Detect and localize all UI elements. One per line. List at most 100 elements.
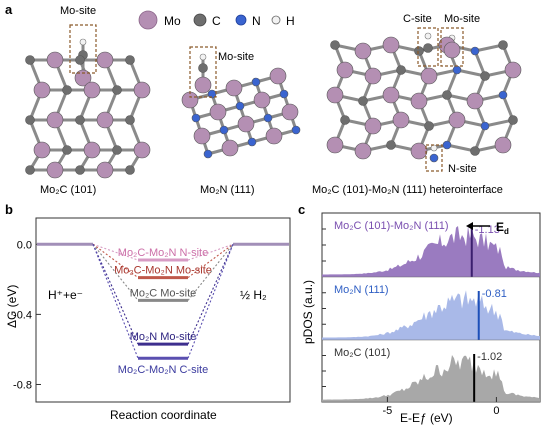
n-atom bbox=[452, 65, 462, 75]
c-atom bbox=[498, 40, 508, 50]
panel-c-plot: -1.13 Mo₂C (101)-Mo₂N (111) -0.81 Mo₂N (111… bbox=[322, 220, 540, 417]
mo2c-caption: Mo₂C (101) bbox=[40, 184, 96, 196]
ytick-label: 0.0 bbox=[17, 239, 32, 251]
panel-c-letter: c bbox=[298, 202, 305, 217]
c-atom bbox=[125, 115, 135, 125]
c-atom bbox=[112, 85, 122, 95]
mo2n-caption: Mo₂N (111) bbox=[200, 184, 255, 196]
mo-atom bbox=[354, 142, 372, 160]
mo-atom bbox=[269, 67, 287, 85]
mo-atom bbox=[443, 41, 461, 59]
hetero-mo-site-label: Mo-site bbox=[444, 13, 480, 25]
pdos-area bbox=[322, 290, 540, 340]
hetero-n-site-box bbox=[425, 144, 443, 172]
mo-atom bbox=[364, 117, 382, 135]
mo-atom bbox=[336, 61, 354, 79]
n-atom bbox=[251, 77, 261, 87]
c-atom bbox=[75, 165, 85, 175]
hetero-caption: Mo₂C (101)-Mo₂N (111) heterointerface bbox=[312, 184, 503, 196]
panel-b-letter: b bbox=[5, 202, 13, 217]
mo-atom bbox=[221, 139, 239, 157]
ed-annotation: Ed bbox=[466, 220, 509, 236]
c-atom bbox=[75, 115, 85, 125]
panel-b-xlabel: Reaction coordinate bbox=[110, 408, 217, 422]
c-atom bbox=[480, 71, 490, 81]
panel-c-xlabel: E-Eƒ (eV) bbox=[400, 411, 453, 425]
c-atom bbox=[198, 63, 208, 73]
c-atom bbox=[442, 90, 452, 100]
mo-atom bbox=[326, 136, 344, 154]
mo-atom bbox=[494, 136, 512, 154]
c-atom bbox=[62, 145, 72, 155]
mo-atom bbox=[209, 103, 227, 121]
energy-level-label: Mo₂C-Mo₂N C-site bbox=[118, 364, 208, 376]
mo2n-site-box bbox=[189, 46, 217, 98]
mo-atom bbox=[265, 127, 283, 145]
mo-atom bbox=[133, 81, 151, 99]
ytick-label: -0.4 bbox=[13, 309, 32, 321]
xtick-label: -5 bbox=[383, 405, 393, 417]
h-atom bbox=[430, 144, 438, 152]
n-atom bbox=[219, 125, 229, 135]
c-atom bbox=[340, 115, 350, 125]
mo-atom bbox=[448, 111, 466, 129]
atom-legend: Mo C N H bbox=[138, 10, 295, 30]
c-atom bbox=[424, 121, 434, 131]
mo-atom bbox=[410, 92, 428, 110]
hetero-c-site-box bbox=[417, 27, 439, 67]
mo-atom bbox=[83, 141, 101, 159]
c-atom bbox=[423, 43, 433, 53]
mo-atom bbox=[194, 76, 212, 94]
c-atom bbox=[470, 146, 480, 156]
mo-atom bbox=[46, 51, 64, 69]
energy-level-label: Mo₂C-Mo₂N Mo-site bbox=[114, 265, 212, 277]
panel-a-letter: a bbox=[5, 2, 13, 17]
hetero-n-site-label: N-site bbox=[448, 163, 477, 175]
hetero-mo-site-box bbox=[440, 27, 464, 67]
mo-atom bbox=[33, 141, 51, 159]
mo-atom bbox=[96, 51, 114, 69]
energy-level-label: Mo₂C Mo-site bbox=[130, 287, 197, 299]
c-atom bbox=[396, 65, 406, 75]
svg-text:Ed: Ed bbox=[496, 220, 509, 236]
mo-atom bbox=[364, 67, 382, 85]
mo-atom bbox=[74, 69, 92, 87]
mo-atom bbox=[420, 67, 438, 85]
ed-arrow-head bbox=[466, 222, 473, 230]
pdos-area bbox=[322, 226, 540, 277]
n-atom bbox=[263, 113, 273, 123]
mo-atom bbox=[392, 111, 410, 129]
h-atom bbox=[199, 53, 207, 61]
n-atom bbox=[498, 90, 508, 100]
panel-b-ylabel: ΔG (eV) bbox=[5, 285, 19, 328]
mo2n-site-label: Mo-site bbox=[218, 51, 254, 63]
mo-atom bbox=[281, 103, 299, 121]
series-label: Mo₂C (101) bbox=[334, 347, 390, 359]
n-atom bbox=[291, 125, 301, 135]
mo-atom bbox=[382, 36, 400, 54]
legend-h-label: H bbox=[286, 14, 295, 28]
mo-atom bbox=[193, 127, 211, 145]
n-atom bbox=[470, 46, 480, 56]
mo2c-structure bbox=[25, 38, 151, 179]
panel-b-frame bbox=[35, 217, 291, 403]
c-atom bbox=[125, 165, 135, 175]
mo-atom bbox=[466, 92, 484, 110]
connector-right bbox=[187, 244, 234, 359]
xtick-label: 0 bbox=[493, 405, 499, 417]
h-legend-icon bbox=[271, 15, 281, 25]
series-label: Mo₂C (101)-Mo₂N (111) bbox=[334, 220, 449, 232]
hetero-c-site-label: C-site bbox=[403, 13, 432, 25]
mo-atom bbox=[253, 91, 271, 109]
c-atom bbox=[125, 55, 135, 65]
connector-left bbox=[92, 243, 139, 279]
energy-level-label: Mo₂C-Mo₂N N-site bbox=[118, 247, 208, 259]
c-atom bbox=[75, 55, 85, 65]
panel-c-frame bbox=[321, 212, 541, 403]
d-band-center-value: -1.13 bbox=[475, 224, 500, 236]
d-band-center-value: -1.02 bbox=[477, 351, 502, 363]
n-atom bbox=[429, 153, 439, 163]
c-atom bbox=[25, 55, 35, 65]
n-atom bbox=[191, 113, 201, 123]
